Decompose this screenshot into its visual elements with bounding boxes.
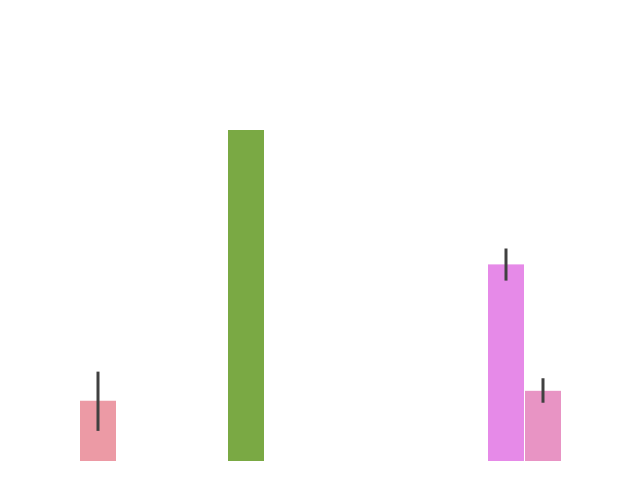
error-bars-layer (96, 248, 545, 431)
bar-2 (228, 130, 264, 461)
bars-layer (80, 130, 561, 461)
bar-3 (488, 264, 524, 461)
